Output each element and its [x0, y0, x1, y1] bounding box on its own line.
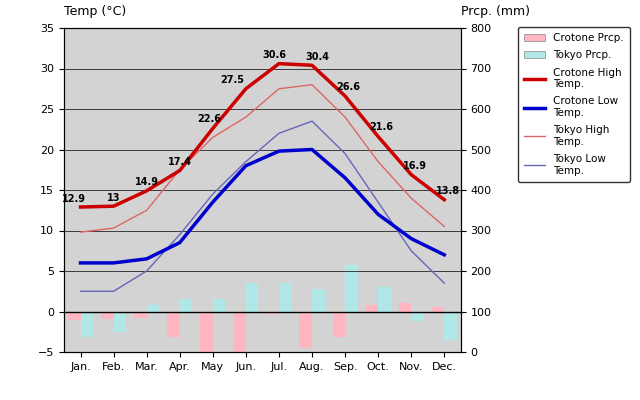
Bar: [432, 308, 444, 312]
Text: 30.6: 30.6: [262, 50, 286, 60]
Bar: [365, 305, 378, 312]
Bar: [300, 312, 312, 348]
Bar: [266, 312, 279, 314]
Text: 13: 13: [107, 193, 120, 203]
Bar: [399, 303, 412, 312]
Text: 17.4: 17.4: [168, 156, 192, 166]
Text: 21.6: 21.6: [369, 122, 394, 132]
Bar: [378, 287, 390, 312]
Bar: [246, 283, 259, 312]
Text: 22.6: 22.6: [198, 114, 221, 124]
Bar: [279, 283, 291, 312]
Bar: [68, 312, 81, 320]
Bar: [345, 264, 358, 312]
Bar: [234, 312, 246, 354]
Bar: [147, 305, 159, 312]
Bar: [212, 299, 225, 312]
Bar: [312, 289, 324, 312]
Legend: Crotone Prcp., Tokyo Prcp., Crotone High
Temp., Crotone Low
Temp., Tokyo High
Te: Crotone Prcp., Tokyo Prcp., Crotone High…: [518, 27, 630, 182]
Text: 14.9: 14.9: [134, 177, 159, 187]
Text: Temp (°C): Temp (°C): [64, 5, 126, 18]
Bar: [134, 312, 147, 318]
Text: 27.5: 27.5: [221, 75, 244, 85]
Bar: [200, 312, 212, 354]
Text: 16.9: 16.9: [403, 160, 426, 170]
Bar: [333, 312, 345, 338]
Text: Prcp. (mm): Prcp. (mm): [461, 5, 530, 18]
Text: 13.8: 13.8: [435, 186, 460, 196]
Text: 26.6: 26.6: [337, 82, 360, 92]
Bar: [180, 299, 192, 312]
Text: 30.4: 30.4: [305, 52, 329, 62]
Bar: [167, 312, 180, 338]
Bar: [81, 312, 93, 338]
Text: 12.9: 12.9: [62, 194, 86, 204]
Bar: [411, 312, 424, 321]
Bar: [101, 312, 114, 319]
Bar: [114, 312, 126, 332]
Bar: [444, 312, 457, 340]
